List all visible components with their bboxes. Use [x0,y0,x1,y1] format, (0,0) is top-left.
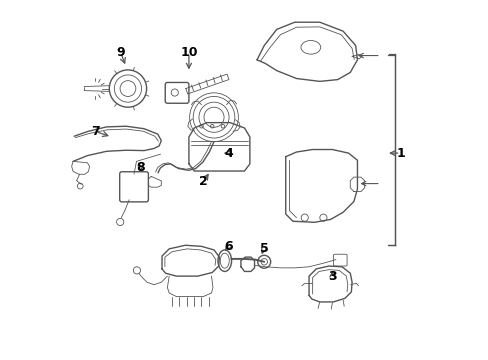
Text: 5: 5 [259,242,268,255]
Text: 2: 2 [199,175,207,188]
Text: 9: 9 [116,46,125,59]
Text: 7: 7 [91,125,100,138]
Text: 3: 3 [327,270,336,283]
Text: 10: 10 [180,46,197,59]
Text: 8: 8 [136,161,144,174]
Text: 4: 4 [224,147,232,159]
Text: 6: 6 [224,240,232,253]
Text: 1: 1 [395,147,404,159]
